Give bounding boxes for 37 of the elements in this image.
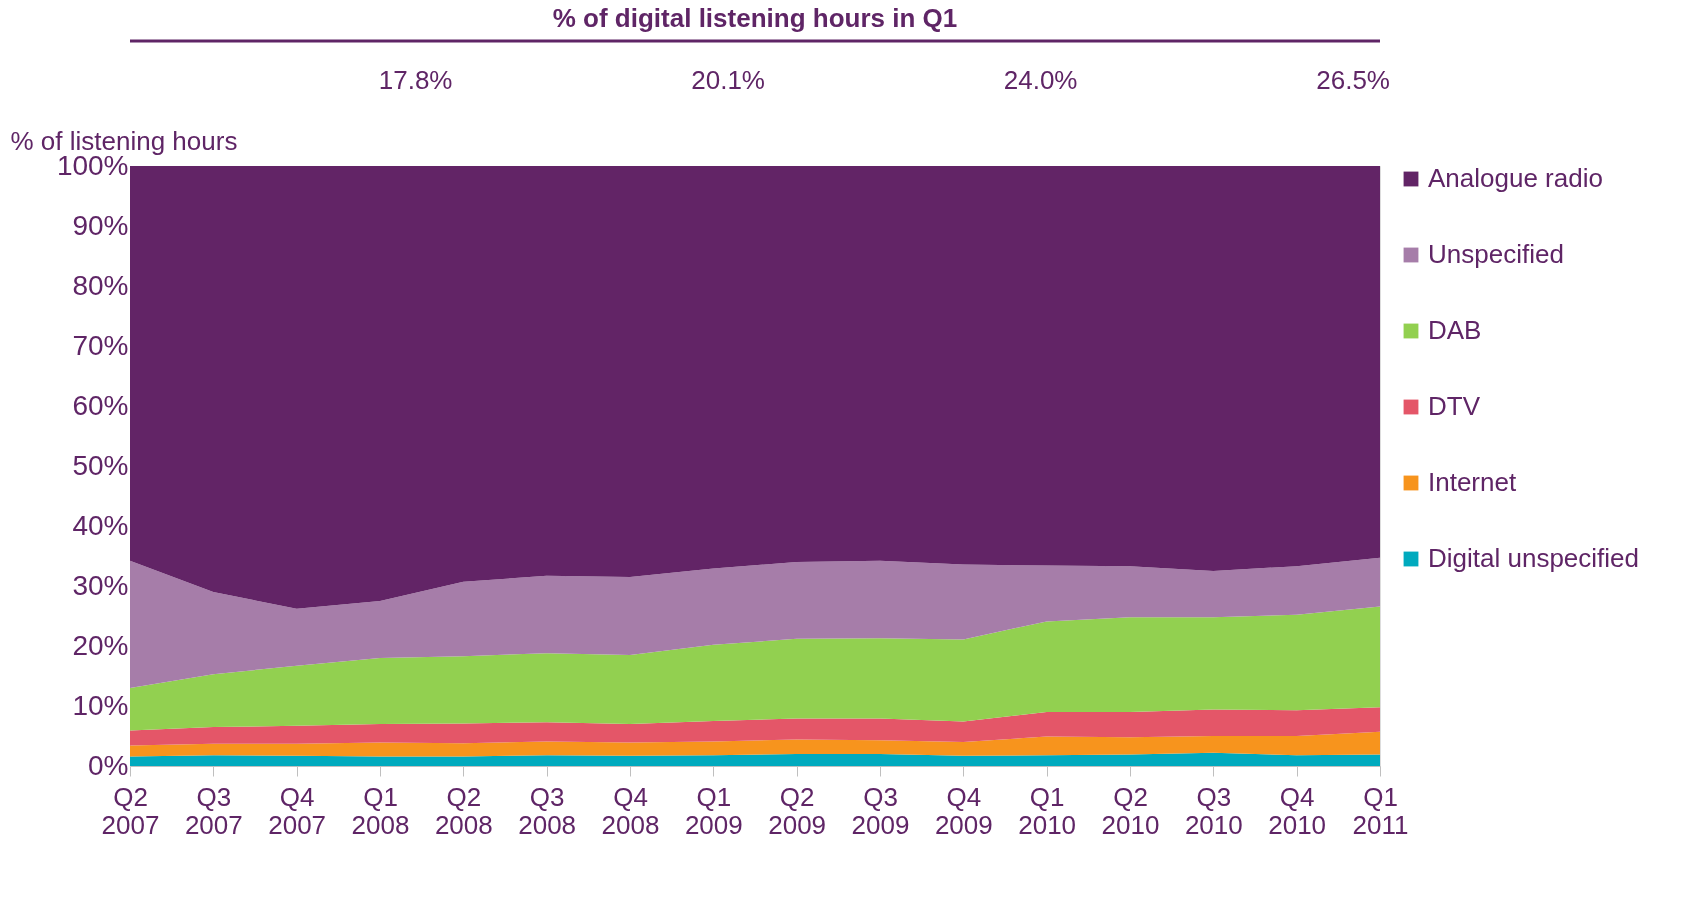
text: 17.8%: [378, 65, 453, 95]
x-tick-label: Q3 2009: [851, 781, 910, 840]
legend-label: Digital unspecified: [1428, 543, 1640, 573]
x-tick-label: Q1 2009: [684, 781, 743, 840]
x-tick-label: Q1 2010: [1018, 781, 1077, 840]
x-tick-label: Q2 2010: [1101, 781, 1160, 840]
y-tick-label: 70%: [72, 329, 129, 361]
text: 26.5%: [1316, 65, 1390, 95]
x-tick-label: Q2 2008: [434, 781, 493, 840]
x-tick-label: Q3 2008: [518, 781, 577, 840]
y-tick-label: 20%: [72, 629, 129, 661]
legend-label: Analogue radio: [1428, 163, 1603, 193]
y-tick-label: 10%: [72, 689, 129, 721]
legend-label: DTV: [1428, 391, 1481, 421]
legend-label: Unspecified: [1428, 239, 1564, 269]
text: 20.1%: [691, 65, 765, 95]
x-tick-label: Q2 2009: [768, 781, 827, 840]
y-tick-label: 30%: [72, 569, 129, 601]
x-tick-label: Q4 2008: [601, 781, 660, 840]
x-tick-label: Q4 2009: [934, 781, 993, 840]
y-tick-label: 90%: [72, 209, 129, 241]
x-tick-label: Q1 2008: [351, 781, 410, 840]
x-tick-label: Q4 2007: [268, 781, 327, 840]
x-tick-label: Q4 2010: [1268, 781, 1327, 840]
y-tick-label: 40%: [72, 509, 129, 541]
chart-title: % of digital listening hours in Q1: [552, 2, 958, 33]
y-tick-label: 60%: [72, 389, 129, 421]
text: 24.0%: [1003, 65, 1078, 95]
x-tick-label: Q1 2011: [1352, 781, 1409, 840]
x-tick-label: Q3 2007: [184, 781, 243, 840]
y-tick-label: 80%: [72, 269, 129, 301]
x-tick-label: Q2 2007: [101, 781, 160, 840]
legend-label: Internet: [1428, 467, 1517, 497]
x-tick-label: Q3 2010: [1184, 781, 1243, 840]
legend-label: DAB: [1428, 315, 1482, 345]
y-tick-label: 50%: [72, 449, 129, 481]
y-tick-label: 0%: [88, 749, 129, 781]
